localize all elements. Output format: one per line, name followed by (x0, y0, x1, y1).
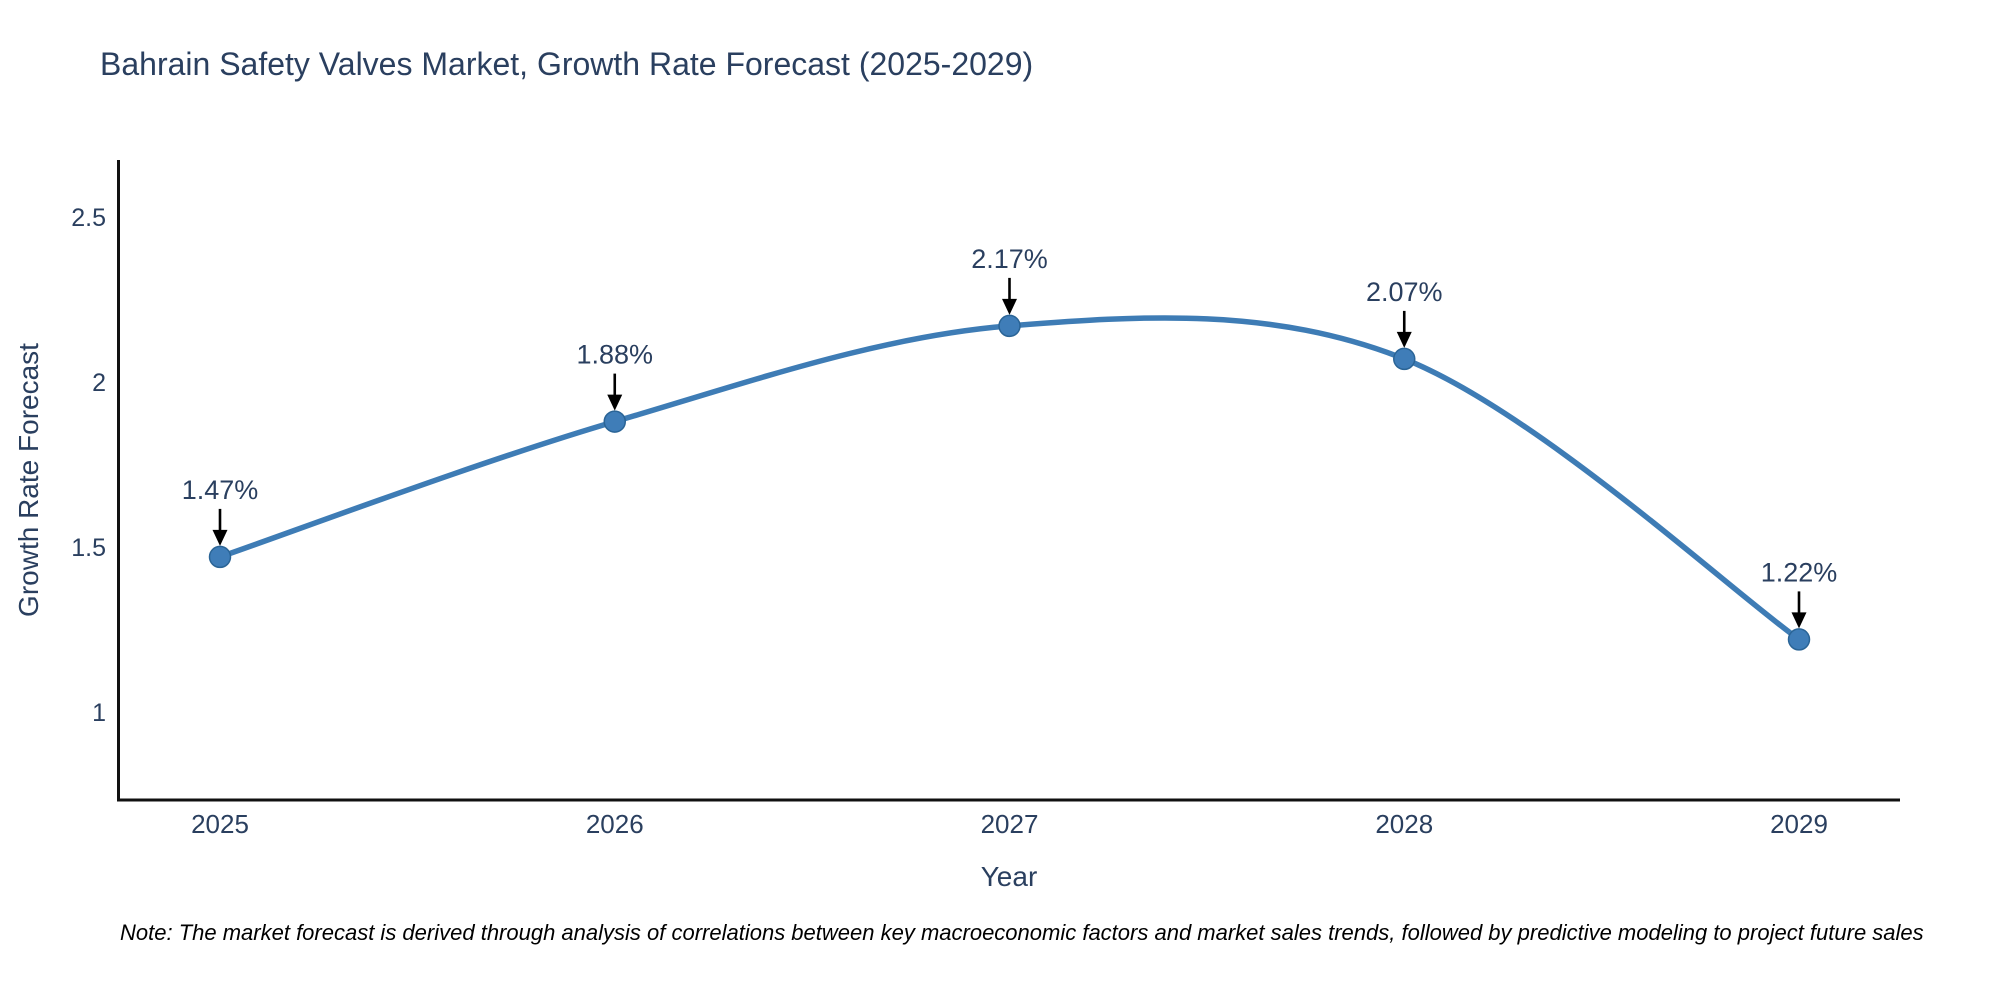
methodology-footnote: Note: The market forecast is derived thr… (120, 920, 1924, 945)
data-point-group: 2.17% (971, 244, 1048, 338)
y-tick-label: 2.5 (71, 204, 106, 232)
annotation-arrow-head (1791, 612, 1807, 629)
annotation-arrow-head (212, 529, 228, 546)
x-tick-label: 2029 (1770, 809, 1828, 839)
data-point-marker (1787, 628, 1811, 651)
annotation-arrow-head (607, 394, 623, 411)
annotation-arrow-head (1396, 331, 1412, 348)
data-point-marker (208, 545, 232, 569)
annotation-arrow-head (1002, 298, 1017, 315)
x-tick-label: 2028 (1375, 809, 1433, 839)
chart-title: Bahrain Safety Valves Market, Growth Rat… (100, 46, 1034, 82)
data-point-group: 1.47% (182, 475, 259, 569)
forecast-line (217, 315, 1802, 643)
data-point-label: 2.17% (971, 244, 1048, 274)
y-tick-label: 1.5 (71, 534, 106, 562)
data-point-label: 2.07% (1366, 277, 1443, 307)
x-axis-title: Year (981, 861, 1038, 892)
data-point-group: 1.22% (1761, 557, 1838, 651)
data-point-label: 1.47% (182, 475, 259, 505)
data-point-marker (1393, 347, 1416, 371)
x-tick-label: 2026 (586, 809, 644, 839)
y-tick-label: 1 (92, 699, 106, 727)
y-axis-title: Growth Rate Forecast (13, 343, 44, 617)
data-point-label: 1.88% (576, 340, 653, 370)
data-point-marker (998, 314, 1021, 338)
data-point-label: 1.22% (1761, 557, 1838, 587)
data-point-group: 1.88% (576, 340, 653, 433)
x-tick-label: 2025 (191, 809, 249, 839)
data-point-marker (603, 410, 626, 433)
data-point-group: 2.07% (1366, 277, 1443, 371)
y-tick-label: 2 (92, 369, 106, 397)
x-tick-label: 2027 (981, 809, 1039, 839)
